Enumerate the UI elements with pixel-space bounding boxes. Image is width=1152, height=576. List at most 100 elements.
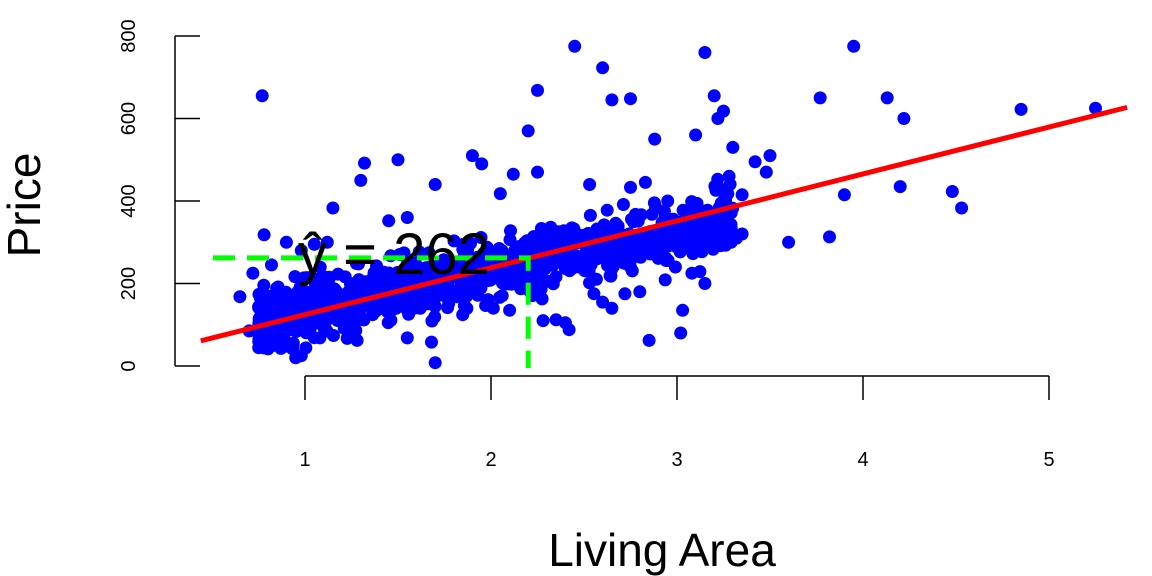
x-tick-label: 5 bbox=[1043, 449, 1054, 471]
data-point bbox=[518, 268, 532, 282]
data-point bbox=[412, 245, 426, 259]
data-point bbox=[709, 183, 723, 197]
data-point bbox=[425, 335, 438, 349]
data-point bbox=[642, 333, 656, 347]
prediction-guide-line bbox=[213, 255, 531, 369]
data-point bbox=[735, 227, 749, 241]
data-point bbox=[562, 323, 576, 337]
data-point bbox=[291, 318, 305, 332]
data-point bbox=[549, 270, 563, 284]
data-point bbox=[559, 259, 573, 272]
data-point bbox=[371, 297, 385, 311]
data-point bbox=[782, 235, 796, 249]
data-point bbox=[605, 301, 619, 315]
data-point bbox=[540, 257, 554, 270]
data-point bbox=[307, 237, 321, 251]
data-point bbox=[270, 328, 284, 342]
data-point bbox=[596, 61, 610, 75]
x-tick-label: 1 bbox=[299, 449, 310, 471]
data-point bbox=[382, 214, 396, 228]
data-point bbox=[596, 295, 610, 309]
y-tick-label: 0 bbox=[118, 360, 140, 371]
data-point bbox=[880, 91, 894, 105]
data-point bbox=[643, 247, 657, 261]
data-point bbox=[294, 349, 308, 363]
data-point bbox=[518, 245, 532, 259]
data-point bbox=[481, 293, 495, 307]
data-point bbox=[689, 128, 703, 142]
data-point bbox=[474, 231, 488, 244]
data-point bbox=[480, 240, 494, 254]
data-point bbox=[331, 267, 345, 281]
data-point bbox=[374, 274, 388, 288]
y-tick-label: 600 bbox=[118, 102, 140, 135]
data-point bbox=[624, 180, 637, 194]
data-point bbox=[233, 290, 247, 304]
data-point bbox=[658, 273, 672, 287]
data-point bbox=[391, 153, 405, 167]
plot-area bbox=[200, 39, 1128, 370]
data-point bbox=[306, 316, 320, 330]
data-point bbox=[279, 235, 293, 249]
data-point bbox=[265, 258, 278, 272]
data-point bbox=[698, 277, 712, 290]
data-point bbox=[587, 287, 601, 301]
data-point bbox=[308, 276, 322, 290]
data-point bbox=[267, 338, 280, 352]
data-point bbox=[897, 112, 911, 125]
regression-line bbox=[200, 104, 1128, 344]
data-point bbox=[648, 132, 662, 146]
data-point bbox=[318, 315, 332, 329]
data-point bbox=[685, 266, 699, 280]
data-point bbox=[638, 175, 652, 189]
y-tick-label: 200 bbox=[118, 267, 140, 300]
data-point bbox=[503, 233, 517, 247]
data-point bbox=[568, 39, 582, 53]
data-point bbox=[759, 165, 773, 179]
data-point bbox=[506, 167, 520, 181]
data-point bbox=[536, 314, 550, 328]
data-point bbox=[465, 149, 479, 163]
data-points bbox=[233, 39, 1102, 370]
data-point bbox=[428, 356, 442, 370]
data-point bbox=[658, 235, 672, 249]
data-point bbox=[313, 260, 327, 274]
data-point bbox=[1089, 101, 1102, 115]
data-point bbox=[629, 240, 643, 254]
data-point bbox=[557, 224, 571, 238]
data-point bbox=[441, 301, 455, 315]
data-point bbox=[425, 284, 439, 298]
data-point bbox=[475, 157, 489, 171]
data-point bbox=[354, 173, 368, 187]
data-point bbox=[400, 294, 414, 308]
data-point bbox=[279, 285, 293, 299]
data-point bbox=[391, 265, 405, 279]
data-point bbox=[711, 172, 725, 186]
data-point bbox=[893, 180, 907, 194]
data-point bbox=[572, 254, 586, 268]
data-point bbox=[707, 215, 721, 229]
data-point bbox=[583, 208, 597, 222]
data-point bbox=[722, 169, 736, 183]
data-point bbox=[535, 292, 549, 306]
data-point bbox=[674, 326, 688, 340]
data-point bbox=[458, 287, 472, 301]
data-point bbox=[717, 104, 730, 118]
data-point bbox=[647, 196, 661, 210]
data-point bbox=[356, 277, 370, 291]
data-point bbox=[837, 188, 851, 202]
data-point bbox=[545, 232, 559, 246]
data-point bbox=[955, 201, 969, 215]
data-point bbox=[629, 207, 642, 221]
prediction-label: ŷ = 262 bbox=[298, 222, 490, 287]
data-point bbox=[456, 238, 470, 251]
data-point bbox=[624, 92, 637, 106]
data-point bbox=[531, 83, 544, 97]
data-point bbox=[1014, 102, 1028, 116]
data-point bbox=[661, 254, 675, 267]
data-point bbox=[384, 313, 398, 327]
data-point bbox=[604, 269, 618, 283]
x-tick-label: 3 bbox=[671, 449, 682, 471]
data-point bbox=[337, 321, 351, 335]
